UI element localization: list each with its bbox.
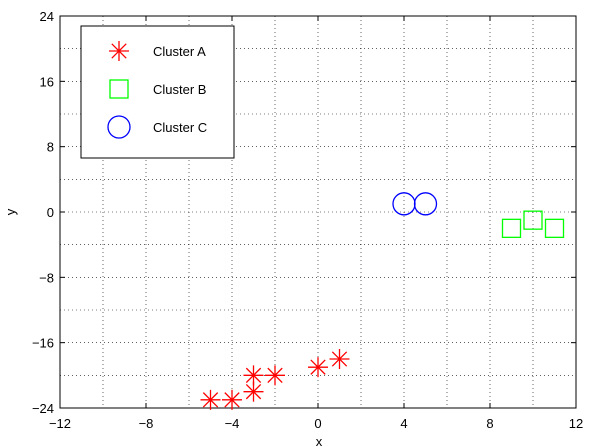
y-tick-label: 16	[40, 74, 54, 89]
y-tick-label: 0	[47, 205, 54, 220]
data-point-square-2-3	[544, 218, 565, 238]
y-tick-label: 24	[40, 9, 54, 24]
legend-marker-asterisk	[109, 41, 129, 61]
legend-marker-square	[109, 79, 129, 99]
x-tick-label: −12	[49, 416, 71, 431]
legend-marker-circle	[107, 115, 131, 139]
x-tick-label: 12	[569, 416, 583, 431]
legend-label: Cluster B	[153, 82, 206, 97]
data-points	[200, 192, 565, 410]
x-tick-label: −4	[225, 416, 240, 431]
data-point-asterisk-1-7	[329, 349, 350, 369]
y-axis-label: y	[3, 208, 18, 215]
y-tick-label: −16	[32, 336, 54, 351]
data-point-square-2-2	[523, 210, 543, 230]
legend-box	[80, 25, 235, 159]
data-point-asterisk-1-5	[265, 365, 285, 386]
legend-label: Cluster C	[153, 120, 207, 135]
data-point-asterisk-1-4	[243, 365, 264, 386]
x-tick-label: 0	[314, 416, 321, 431]
y-tick-label: −24	[32, 401, 54, 416]
data-point-asterisk-1-2	[222, 389, 242, 410]
y-tick-label: −8	[39, 270, 54, 285]
x-axis-label: x	[316, 434, 323, 447]
data-point-circle-3-2	[413, 192, 438, 216]
x-tick-label: −8	[139, 416, 154, 431]
data-point-square-2-1	[501, 218, 522, 238]
grid	[60, 16, 576, 408]
x-tick-label: 4	[400, 416, 407, 431]
legend: Cluster A Cluster B Cluster C	[80, 25, 235, 159]
data-point-asterisk-1-6	[308, 357, 328, 378]
legend-label: Cluster A	[153, 44, 206, 59]
tick-labels: −12 −8 −4 0 4 8 12 −24 −16 −8 0 8 16 24	[32, 9, 583, 431]
x-tick-label: 8	[486, 416, 493, 431]
data-point-asterisk-1-1	[200, 389, 221, 410]
y-tick-label: 8	[47, 140, 54, 155]
